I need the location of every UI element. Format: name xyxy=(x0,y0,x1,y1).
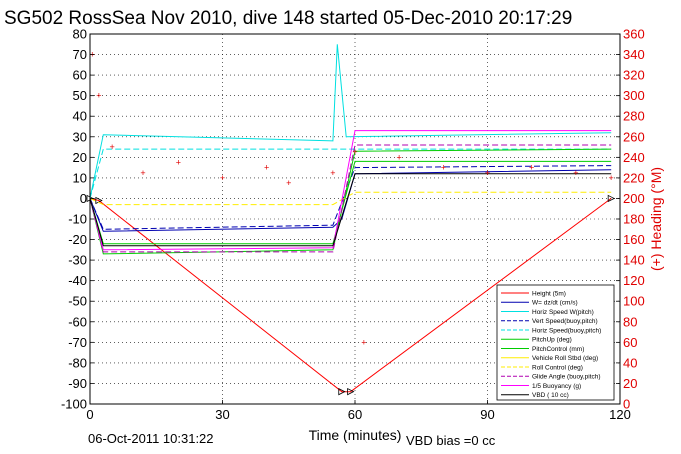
left-tick-label: 0 xyxy=(80,191,87,206)
right-tick-label: 140 xyxy=(623,253,645,268)
heading-point: + xyxy=(140,168,145,178)
legend-items: Height (5m) W= dz/dt (cm/s) Horiz Speed W(… xyxy=(501,290,601,399)
footer-bias: VBD bias =0 cc xyxy=(406,433,496,448)
heading-point: + xyxy=(485,168,490,178)
left-tick-label: -100 xyxy=(61,397,87,412)
right-axis-label: (+) Heading (°M) xyxy=(648,167,664,271)
legend-label: Horiz Speed W(pitch) xyxy=(532,309,594,316)
heading-point: + xyxy=(397,152,402,162)
series-layer xyxy=(86,44,616,396)
grid-lines xyxy=(89,33,621,405)
right-tick-label: 280 xyxy=(623,109,645,124)
right-tick-label: 160 xyxy=(623,232,645,247)
heading-point: + xyxy=(352,147,357,157)
left-tick-label: -50 xyxy=(68,294,87,309)
depth-marker xyxy=(607,194,616,203)
heading-point: + xyxy=(441,163,446,173)
depth-marker xyxy=(347,388,355,396)
right-tick-label: 0 xyxy=(623,397,630,412)
heading-point: + xyxy=(264,163,269,173)
footer-date: 06-Oct-2011 10:31:22 xyxy=(88,431,214,446)
series-line xyxy=(89,173,612,247)
series-line xyxy=(89,44,612,199)
heading-point: + xyxy=(109,142,114,152)
right-tick-label: 60 xyxy=(623,335,637,350)
legend-label: Vehicle Roll Stbd (deg) xyxy=(532,355,598,362)
heading-point: + xyxy=(573,168,578,178)
right-tick-label: 220 xyxy=(623,170,645,185)
left-tick-label: -10 xyxy=(68,212,87,227)
left-tick-label: -40 xyxy=(68,273,87,288)
x-tick-label: 120 xyxy=(609,407,631,422)
right-tick-label: 200 xyxy=(623,191,645,206)
left-tick-label: 60 xyxy=(73,68,87,83)
left-tick-label: 30 xyxy=(73,129,87,144)
right-tick-label: 80 xyxy=(623,314,637,329)
heading-point: + xyxy=(361,337,366,347)
legend-label: PitchUp (deg) xyxy=(532,337,572,344)
left-tick-label: -90 xyxy=(68,376,87,391)
left-tick-label: 50 xyxy=(73,88,87,103)
x-tick-label: 90 xyxy=(480,407,494,422)
right-axis-ticks: 3603403203002802602402202001801601401201… xyxy=(616,27,645,412)
left-tick-label: 40 xyxy=(73,109,87,124)
left-tick-label: -30 xyxy=(68,253,87,268)
legend-label: Glide Angle (buoy,pitch) xyxy=(532,374,601,381)
right-tick-label: 40 xyxy=(623,355,637,370)
series-line xyxy=(89,148,612,199)
right-tick-label: 240 xyxy=(623,150,645,165)
left-tick-label: -70 xyxy=(68,335,87,350)
x-tick-label: 60 xyxy=(348,407,362,422)
left-tick-label: 80 xyxy=(73,27,87,42)
x-axis-label: Time (minutes) xyxy=(309,427,402,443)
depth-marker xyxy=(338,388,346,396)
heading-point: + xyxy=(176,157,181,167)
heading-point: + xyxy=(96,91,101,101)
right-tick-label: 120 xyxy=(623,273,645,288)
heading-point: + xyxy=(609,173,614,183)
legend-label: W= dz/dt (cm/s) xyxy=(532,300,578,307)
x-tick-label: 30 xyxy=(215,407,229,422)
chart-title: SG502 RossSea Nov 2010, dive 148 started… xyxy=(4,8,572,29)
legend-label: 1/5 Buoyancy (g) xyxy=(532,383,581,390)
heading-point: + xyxy=(529,163,534,173)
right-tick-label: 180 xyxy=(623,212,645,227)
x-tick-label: 0 xyxy=(86,407,93,422)
legend-label: Horiz Speed(buoy,pitch) xyxy=(532,327,601,334)
legend-label: Height (5m) xyxy=(532,290,566,297)
right-tick-label: 100 xyxy=(623,294,645,309)
left-axis-ticks: 80 70 60 50 40 30 20 10 0 -10 -20 -30 -40 -50 -60 -70 -8… xyxy=(61,27,94,412)
left-tick-label: 70 xyxy=(73,47,87,62)
left-tick-label: -20 xyxy=(68,232,87,247)
right-tick-label: 20 xyxy=(623,376,637,391)
heading-point: + xyxy=(286,178,291,188)
right-tick-label: 260 xyxy=(623,129,645,144)
legend-label: PitchControl (mm) xyxy=(532,346,584,353)
series-line xyxy=(89,165,612,230)
legend-box xyxy=(496,284,615,401)
right-tick-label: 300 xyxy=(623,88,645,103)
series-line xyxy=(89,130,612,251)
right-tick-label: 360 xyxy=(623,27,645,42)
right-tick-label: 320 xyxy=(623,68,645,83)
legend-label: VBD ( 10 cc) xyxy=(532,392,569,399)
series-line xyxy=(89,191,612,206)
heading-point: + xyxy=(220,173,225,183)
x-axis-ticks: 0 30 60 90 120 xyxy=(86,400,631,422)
left-tick-label: -80 xyxy=(68,355,87,370)
left-tick-label: 20 xyxy=(73,150,87,165)
left-tick-label: -60 xyxy=(68,314,87,329)
legend: Height (5m) W= dz/dt (cm/s) Horiz Speed W(… xyxy=(496,284,615,401)
heading-point: + xyxy=(330,168,335,178)
legend-label: Roll Control (deg) xyxy=(532,364,583,371)
left-tick-label: 10 xyxy=(73,170,87,185)
right-tick-label: 340 xyxy=(623,47,645,62)
legend-label: Vert Speed(buoy,pitch) xyxy=(532,318,598,325)
